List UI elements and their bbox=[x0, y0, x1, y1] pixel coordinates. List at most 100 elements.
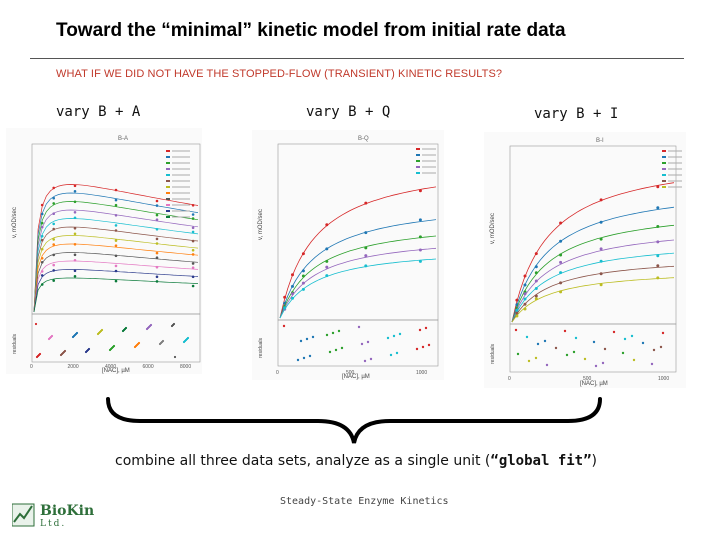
data-point bbox=[191, 226, 195, 230]
legend-swatch bbox=[416, 154, 420, 156]
legend-text-line bbox=[172, 180, 190, 182]
legend-swatch bbox=[166, 210, 170, 212]
residual-point bbox=[282, 324, 286, 328]
plot-vary-b-q-svg: B-Q v, mOD/sec residuals [NAC], µM 0 500 1… bbox=[258, 136, 439, 380]
data-point bbox=[534, 265, 538, 269]
legend-text-line bbox=[172, 186, 190, 188]
x-axis-label: [NAC], µM bbox=[102, 368, 130, 374]
x-tick-group: 0 2000 4000 6000 8000 bbox=[30, 364, 191, 370]
residual-point bbox=[572, 350, 576, 354]
fit-curve bbox=[33, 277, 199, 313]
data-point bbox=[40, 270, 44, 273]
data-point bbox=[291, 284, 294, 288]
residual-points bbox=[514, 328, 665, 368]
data-point bbox=[191, 213, 195, 216]
fit-curves bbox=[279, 186, 437, 319]
x-tick-label: 6000 bbox=[143, 364, 154, 370]
data-point bbox=[155, 256, 159, 259]
residual-point bbox=[525, 335, 529, 339]
data-point bbox=[325, 274, 329, 278]
x-tick-label: 500 bbox=[583, 376, 592, 382]
data-point bbox=[52, 222, 55, 226]
data-point bbox=[656, 240, 660, 244]
residual-point bbox=[565, 353, 569, 357]
plot-title: B-Q bbox=[358, 136, 369, 142]
data-point bbox=[155, 213, 159, 217]
legend-text-line bbox=[668, 174, 682, 176]
residual-point bbox=[369, 357, 373, 361]
panel-label-vary-b-a: vary B + A bbox=[56, 104, 141, 120]
residual-point bbox=[574, 336, 578, 340]
data-point bbox=[40, 274, 44, 277]
fit-curve bbox=[511, 224, 675, 323]
data-point bbox=[73, 232, 77, 236]
residual-point bbox=[363, 359, 367, 363]
data-point bbox=[523, 302, 527, 306]
legend-text-line bbox=[172, 192, 190, 194]
residual-point bbox=[296, 358, 300, 362]
residual-point bbox=[630, 334, 634, 338]
data-point bbox=[283, 306, 287, 310]
residual-point bbox=[331, 331, 335, 335]
plot-vary-b-a-svg: B-A v, mOD/sec residuals [NAC], µM 0 2000… bbox=[12, 136, 201, 374]
residual-point bbox=[366, 340, 370, 344]
legend bbox=[166, 150, 190, 218]
caption-quoted: “global fit” bbox=[490, 453, 592, 469]
data-point bbox=[191, 217, 195, 220]
fit-curve bbox=[279, 186, 437, 319]
legend-swatch bbox=[662, 156, 666, 158]
data-point bbox=[418, 235, 422, 239]
data-point bbox=[155, 251, 159, 255]
x-tick-label: 0 bbox=[276, 370, 279, 376]
residual-point bbox=[34, 322, 38, 326]
data-point bbox=[155, 242, 159, 245]
legend-swatch bbox=[662, 186, 666, 188]
residual-point bbox=[652, 348, 656, 352]
data-point bbox=[534, 279, 538, 283]
data-point bbox=[325, 247, 329, 251]
fit-curve bbox=[511, 265, 675, 323]
legend-text-line bbox=[172, 168, 190, 170]
residual-point bbox=[536, 342, 540, 346]
legend-text-line bbox=[668, 156, 682, 158]
fit-curve bbox=[33, 260, 199, 313]
biokin-logo-icon bbox=[12, 503, 35, 527]
data-point bbox=[515, 298, 519, 302]
residual-point bbox=[299, 339, 303, 343]
data-point bbox=[599, 272, 603, 276]
subtitle: WHAT IF WE DID NOT HAVE THE STOPPED-FLOW… bbox=[56, 68, 503, 80]
data-point bbox=[515, 308, 519, 312]
residual-point bbox=[308, 354, 312, 358]
residual-point bbox=[305, 337, 309, 341]
x-axis-label: [NAC], µM bbox=[580, 381, 608, 387]
legend-swatch bbox=[416, 166, 420, 168]
legend-swatch bbox=[166, 204, 170, 206]
data-point bbox=[40, 203, 44, 207]
legend-swatch bbox=[416, 148, 420, 150]
legend-swatch bbox=[662, 180, 666, 182]
data-point bbox=[418, 189, 422, 193]
data-point bbox=[559, 290, 563, 294]
legend-text-line bbox=[172, 198, 190, 200]
x-tick-label: 0 bbox=[508, 376, 511, 382]
residual-point bbox=[392, 334, 396, 338]
data-point bbox=[114, 214, 118, 217]
residual-point bbox=[527, 359, 531, 363]
legend-swatch bbox=[166, 156, 170, 158]
legend-swatch bbox=[166, 180, 170, 182]
residual-point bbox=[311, 335, 315, 339]
plot-title: B-I bbox=[596, 138, 604, 144]
legend-swatch bbox=[416, 172, 420, 174]
residual-point bbox=[623, 337, 627, 341]
x-tick-label: 1000 bbox=[416, 370, 427, 376]
residual-point bbox=[592, 340, 596, 344]
legend-swatch bbox=[166, 216, 170, 218]
data-point bbox=[191, 275, 195, 279]
data-point bbox=[418, 248, 422, 252]
fit-curve bbox=[33, 218, 199, 313]
x-tick-group: 0 500 1000 bbox=[508, 376, 669, 382]
residual-point bbox=[100, 328, 104, 332]
y-axis-label: v, mOD/sec bbox=[258, 209, 264, 240]
legend-swatch bbox=[416, 160, 420, 162]
residual-point bbox=[641, 341, 645, 345]
